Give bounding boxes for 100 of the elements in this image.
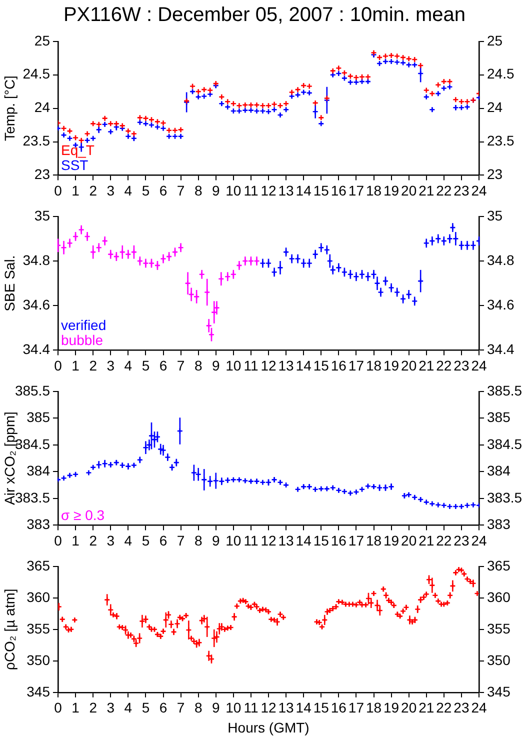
y-tick-label: 383 xyxy=(26,516,50,532)
x-tick-label: 16 xyxy=(330,532,347,548)
y-tick-label: 384 xyxy=(26,462,50,479)
y-tick-label: 23.5 xyxy=(22,132,50,149)
x-tick-label: 10 xyxy=(226,182,242,198)
x-tick-label: 20 xyxy=(401,700,417,716)
y2-tick-label: 360 xyxy=(487,588,511,605)
y2-tick-label: 383 xyxy=(487,516,511,532)
y2-tick-label: 34.4 xyxy=(487,341,514,358)
x-tick-label: 11 xyxy=(244,357,258,374)
x-tick-label: 24 xyxy=(471,700,487,716)
x-tick-label: 15 xyxy=(313,700,330,716)
x-tick-label: 0 xyxy=(54,182,62,198)
x-tick-label: 22 xyxy=(436,357,452,374)
y2-tick-label: 385.5 xyxy=(487,382,522,398)
x-tick-label: 14 xyxy=(296,532,312,548)
x-tick-label: 18 xyxy=(366,700,382,716)
y2-tick-label: 24.5 xyxy=(487,66,514,82)
x-tick-label: 10 xyxy=(226,357,242,374)
series-label: SST xyxy=(61,157,89,174)
x-tick-label: 12 xyxy=(260,532,276,548)
x-tick-label: 1 xyxy=(72,182,80,198)
y2-tick-label: 345 xyxy=(487,683,511,700)
y-tick-label: 34.4 xyxy=(22,341,50,358)
x-tick-label: 2 xyxy=(89,700,98,716)
x-tick-label: 10 xyxy=(226,532,242,548)
x-tick-label: 24 xyxy=(471,357,487,374)
y2-tick-label: 23.5 xyxy=(487,132,514,149)
y2-tick-label: 384 xyxy=(487,462,511,479)
x-tick-label: 9 xyxy=(212,700,220,716)
x-tick-label: 21 xyxy=(418,532,434,548)
y-tick-label: 383.5 xyxy=(14,489,50,506)
x-tick-label: 2 xyxy=(89,532,98,548)
x-tick-label: 20 xyxy=(401,357,417,374)
y2-tick-label: 23 xyxy=(487,166,503,182)
y2-tick-label: 25 xyxy=(487,32,503,48)
x-tick-label: 17 xyxy=(348,700,364,716)
x-tick-label: 5 xyxy=(142,182,150,198)
series-label: Eq_T xyxy=(61,142,95,158)
x-tick-label: 19 xyxy=(384,357,400,374)
y2-tick-label: 34.8 xyxy=(487,252,514,268)
y-axis-title: ρCO₂ [µ atm] xyxy=(1,588,18,670)
y2-tick-label: 383.5 xyxy=(487,489,522,506)
y-axis-title: Temp. [°C] xyxy=(1,76,18,142)
x-tick-label: 11 xyxy=(244,700,258,716)
x-tick-label: 19 xyxy=(384,532,400,548)
y2-tick-label: 350 xyxy=(487,652,511,668)
x-tick-label: 14 xyxy=(296,357,312,374)
y-tick-label: 35 xyxy=(34,207,50,224)
x-tick-label: 3 xyxy=(106,700,115,716)
x-tick-label: 1 xyxy=(72,700,80,716)
x-tick-label: 6 xyxy=(159,700,168,716)
x-tick-label: 13 xyxy=(278,182,294,198)
annotation: σ ≥ 0.3 xyxy=(61,507,105,524)
x-tick-label: 23 xyxy=(454,700,470,716)
x-tick-label: 19 xyxy=(384,700,400,716)
x-tick-label: 19 xyxy=(384,182,400,198)
x-tick-label: 23 xyxy=(454,182,470,198)
x-tick-label: 24 xyxy=(471,532,487,548)
x-tick-label: 9 xyxy=(212,182,220,198)
x-tick-label: 15 xyxy=(313,357,330,374)
x-tick-label: 8 xyxy=(194,532,202,548)
y2-tick-label: 34.6 xyxy=(487,296,514,312)
x-tick-label: 24 xyxy=(471,182,487,198)
x-tick-label: 12 xyxy=(260,357,276,374)
x-tick-label: 6 xyxy=(159,357,168,374)
x-tick-label: 22 xyxy=(436,700,452,716)
y-tick-label: 345 xyxy=(26,683,50,700)
x-tick-label: 5 xyxy=(142,357,150,374)
x-tick-label: 11 xyxy=(244,182,258,198)
x-axis-title: Hours (GMT) xyxy=(228,719,310,736)
x-tick-label: 7 xyxy=(176,532,185,548)
x-tick-label: 16 xyxy=(330,700,347,716)
x-tick-label: 3 xyxy=(106,182,115,198)
y2-tick-label: 384.5 xyxy=(487,436,522,452)
x-tick-label: 4 xyxy=(124,357,132,374)
x-tick-label: 18 xyxy=(366,532,382,548)
x-tick-label: 4 xyxy=(124,182,132,198)
x-tick-label: 0 xyxy=(54,700,62,716)
y-tick-label: 25 xyxy=(34,32,50,48)
x-tick-label: 16 xyxy=(330,182,347,198)
x-tick-label: 3 xyxy=(106,532,115,548)
x-tick-label: 7 xyxy=(176,182,185,198)
x-tick-label: 13 xyxy=(278,700,294,716)
y-tick-label: 365 xyxy=(26,557,50,574)
y-axis-title: SBE Sal. xyxy=(1,255,18,312)
x-tick-label: 18 xyxy=(366,357,382,374)
x-tick-label: 16 xyxy=(330,357,347,374)
x-tick-label: 22 xyxy=(436,532,452,548)
x-tick-label: 20 xyxy=(401,182,417,198)
x-tick-label: 2 xyxy=(89,182,98,198)
y-tick-label: 34.6 xyxy=(22,296,50,312)
y-tick-label: 385 xyxy=(26,409,50,426)
x-tick-label: 20 xyxy=(401,532,417,548)
x-tick-label: 5 xyxy=(142,700,150,716)
x-tick-label: 0 xyxy=(54,532,62,548)
x-tick-label: 6 xyxy=(159,182,168,198)
x-tick-label: 13 xyxy=(278,532,294,548)
x-tick-label: 5 xyxy=(142,532,150,548)
x-tick-label: 17 xyxy=(348,182,364,198)
